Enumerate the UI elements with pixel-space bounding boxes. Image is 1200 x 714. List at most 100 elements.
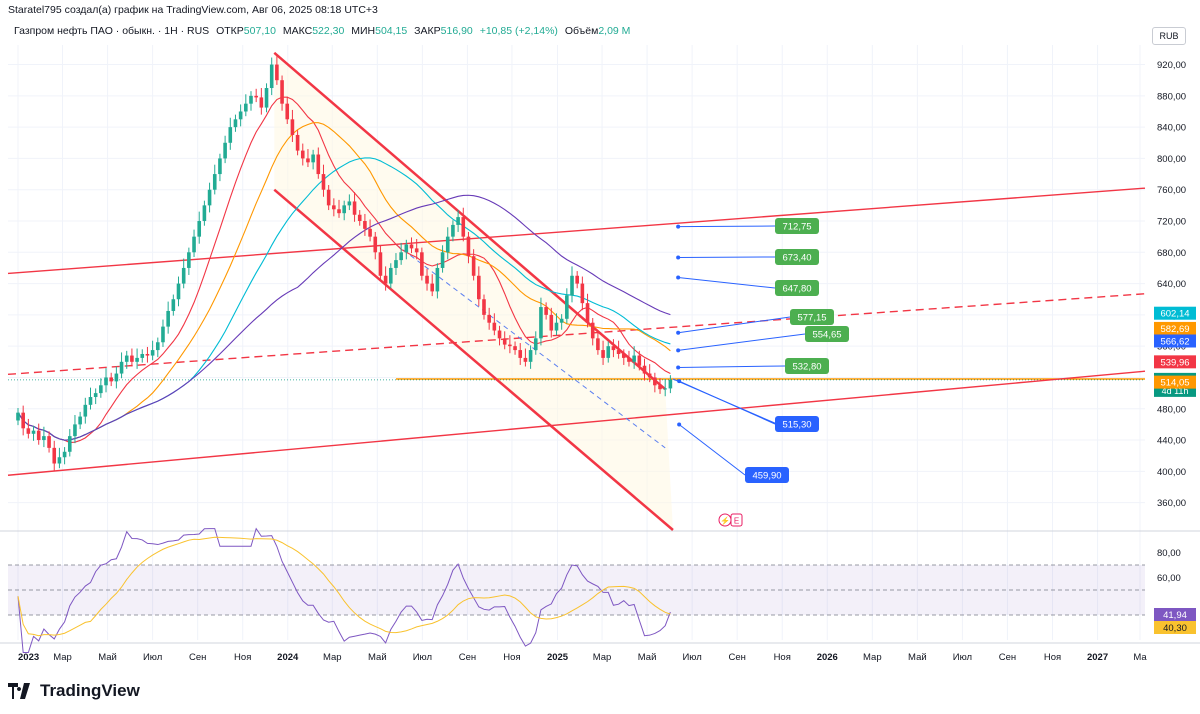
x-axis-label: 2023 [18, 652, 39, 663]
candle-body [621, 353, 626, 358]
candle-body [99, 385, 103, 394]
author-line: Staratel795 создал(а) график на TradingV… [8, 4, 378, 16]
candle-body [31, 430, 36, 434]
candle-body [171, 299, 176, 311]
x-axis-label: 2024 [277, 652, 299, 663]
candle-body [425, 275, 429, 284]
candle-body [130, 355, 134, 362]
price-level-label: 602,14 [1160, 309, 1189, 320]
x-axis-label: Июл [953, 652, 972, 663]
candle-body [264, 88, 269, 108]
candle-body [290, 119, 295, 135]
candle-body [62, 451, 67, 458]
candle-body [57, 457, 62, 464]
x-axis-label: Мар [863, 652, 882, 663]
target-label: 532,80 [792, 362, 821, 373]
tradingview-logo-icon [8, 683, 30, 699]
currency-selector[interactable]: RUB [1152, 27, 1186, 45]
candle-body [332, 205, 336, 210]
candle-body [295, 134, 300, 151]
high-value: 522,30 [312, 25, 345, 37]
price-level-tag [1154, 306, 1196, 320]
candle-body [88, 397, 93, 405]
downtrend-mid-line [395, 244, 666, 449]
x-axis-label: Ноя [1044, 652, 1061, 663]
candle-body [554, 322, 559, 331]
target-label: 712,75 [782, 222, 811, 233]
candle-body [549, 314, 554, 331]
candle-body [575, 275, 579, 284]
candle-body [482, 299, 486, 315]
symbol-legend[interactable]: Газпром нефть ПАО · обыкн. · 1Н · RUS ОТ… [14, 25, 630, 37]
candle-body [228, 127, 233, 143]
candle-body [114, 373, 119, 382]
target-label: 554,65 [812, 330, 841, 341]
candle-body [601, 350, 605, 358]
x-axis-label: Июл [413, 652, 432, 663]
channel-mid-line [7, 293, 1146, 376]
candle-body [275, 64, 279, 81]
rsi-axis-tick-label: 80,00 [1157, 548, 1181, 559]
price-countdown-label: 4d 11h [1162, 386, 1189, 396]
x-axis-label: Май [98, 652, 117, 663]
candle-body [352, 201, 357, 215]
close-value: 516,90 [440, 25, 473, 37]
tradingview-logo-text: TradingView [40, 681, 140, 700]
y-axis-tick-label: 440,00 [1157, 436, 1186, 447]
target-connector [678, 316, 791, 334]
candle-body [187, 252, 191, 268]
candle-body [477, 275, 481, 300]
y-axis-tick-label: 720,00 [1157, 217, 1186, 228]
ma-purple-line [17, 194, 671, 441]
candle-body [238, 111, 243, 120]
x-axis-label: Ноя [774, 652, 791, 663]
earnings-icon [730, 513, 743, 527]
x-axis-label: Май [908, 652, 927, 663]
candle-body [570, 275, 574, 296]
y-axis-tick-label: 400,00 [1157, 467, 1186, 478]
candle-body [658, 385, 662, 390]
candle-body [311, 154, 315, 163]
candle-body [249, 95, 253, 104]
candle-body [430, 283, 435, 292]
candle-body [16, 412, 20, 421]
candle-body [326, 189, 331, 206]
ma-red-line [17, 96, 671, 444]
x-axis-label: Май [638, 652, 657, 663]
candle-body [347, 201, 352, 206]
candle-body [435, 267, 440, 292]
candle-body [259, 97, 264, 108]
close-label: ЗАКР [414, 25, 441, 37]
tradingview-logo[interactable]: TradingView [8, 680, 140, 702]
target-box [775, 249, 819, 265]
candle-body [26, 428, 31, 434]
candle-body [539, 307, 543, 339]
open-label: ОТКР [216, 25, 244, 37]
candle-body [378, 252, 383, 276]
target-label: 515,30 [782, 420, 811, 431]
candle-body [596, 338, 600, 351]
candle-body [590, 322, 595, 339]
candle-body [373, 236, 378, 253]
candle-body [244, 103, 248, 112]
author-text: Staratel795 создал(а) график на TradingV… [8, 4, 378, 16]
candle-body [502, 338, 507, 345]
candle-body [518, 350, 523, 358]
x-axis-label: Сен [728, 652, 745, 663]
candle-body [254, 95, 258, 98]
volume-label: Объём [564, 25, 599, 37]
target-label: 577,15 [797, 313, 826, 324]
candle-body [218, 158, 222, 175]
candle-body [445, 236, 450, 253]
candle-body [285, 103, 290, 120]
high-label: МАКС [282, 25, 313, 37]
rsi-ma-line [17, 536, 671, 637]
rsi-value-tag [1154, 608, 1196, 621]
candle-body [212, 174, 217, 190]
candle-body [124, 355, 129, 362]
candle-body [497, 330, 502, 339]
candle-body [394, 260, 398, 268]
candle-body [632, 355, 636, 362]
candle-body [306, 158, 310, 163]
